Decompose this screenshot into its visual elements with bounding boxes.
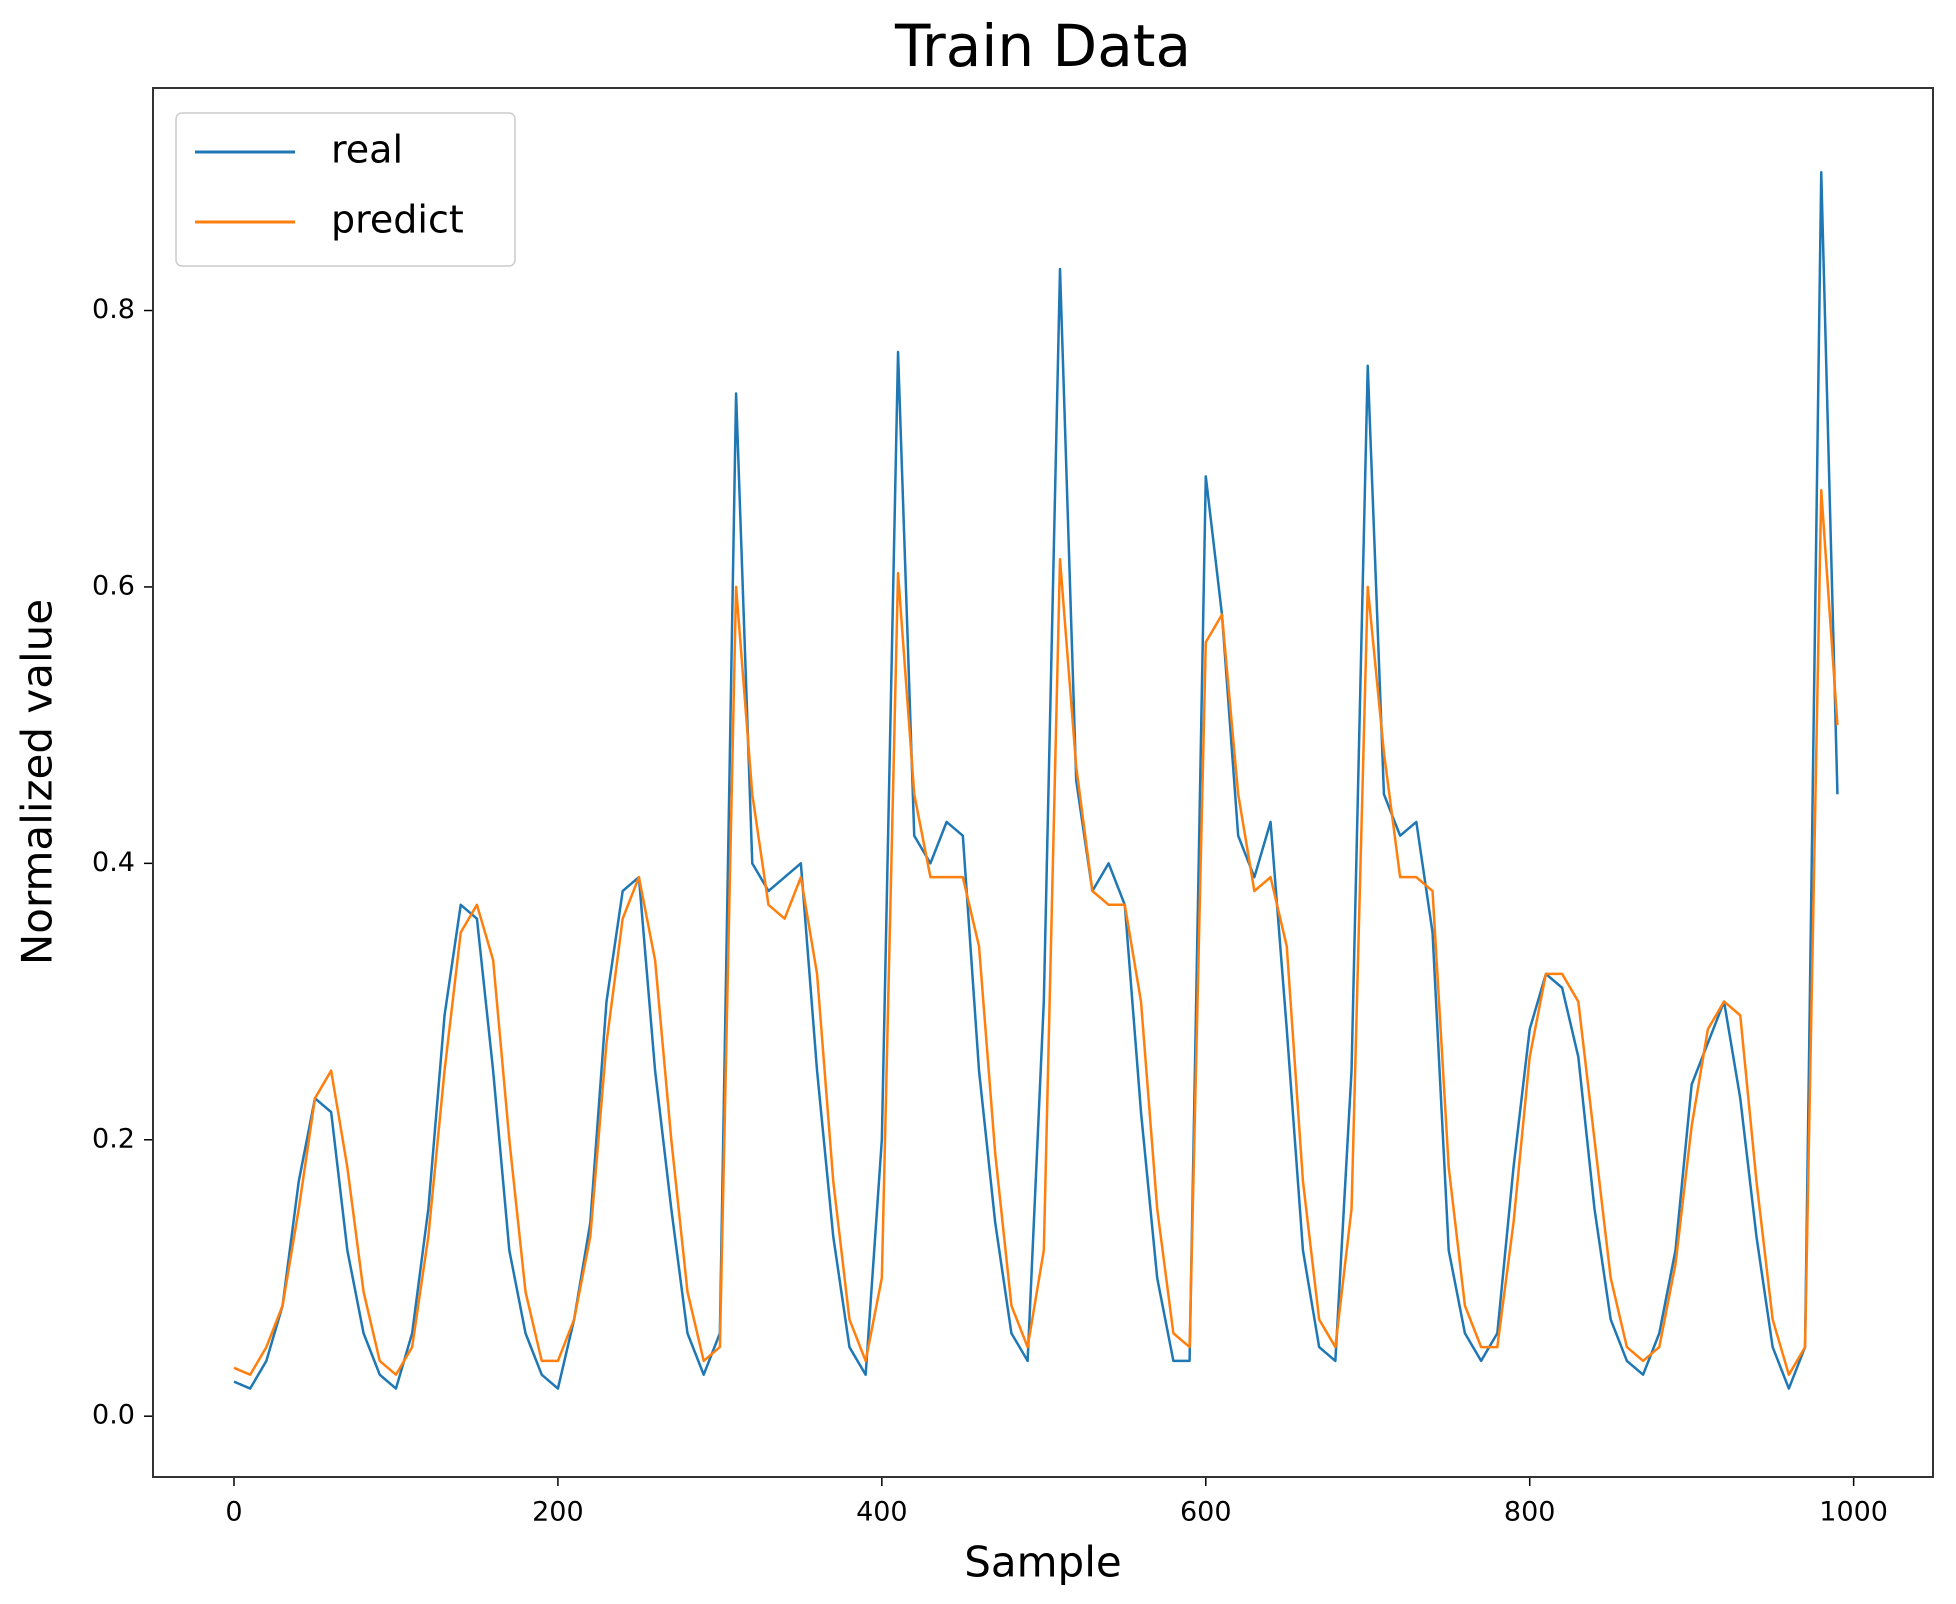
legend-label: predict bbox=[331, 198, 464, 242]
y-tick-label: 0.0 bbox=[92, 1400, 135, 1431]
y-tick-label: 0.2 bbox=[92, 1123, 135, 1154]
chart-title: Train Data bbox=[894, 12, 1191, 80]
x-tick-label: 600 bbox=[1180, 1497, 1232, 1528]
legend-label: real bbox=[331, 128, 403, 172]
x-tick-label: 0 bbox=[225, 1497, 242, 1528]
x-tick-label: 200 bbox=[532, 1497, 584, 1528]
y-axis-label: Normalized value bbox=[13, 599, 62, 965]
y-tick-label: 0.8 bbox=[92, 294, 135, 325]
y-tick-label: 0.4 bbox=[92, 847, 135, 878]
x-tick-label: 1000 bbox=[1819, 1497, 1888, 1528]
x-tick-label: 800 bbox=[1504, 1497, 1556, 1528]
plot-frame bbox=[152, 87, 1934, 1478]
series-line bbox=[233, 171, 1839, 1390]
series-line bbox=[233, 488, 1839, 1376]
x-tick-label: 400 bbox=[856, 1497, 908, 1528]
y-tick-label: 0.6 bbox=[92, 570, 135, 601]
x-axis-label: Sample bbox=[964, 1538, 1121, 1587]
